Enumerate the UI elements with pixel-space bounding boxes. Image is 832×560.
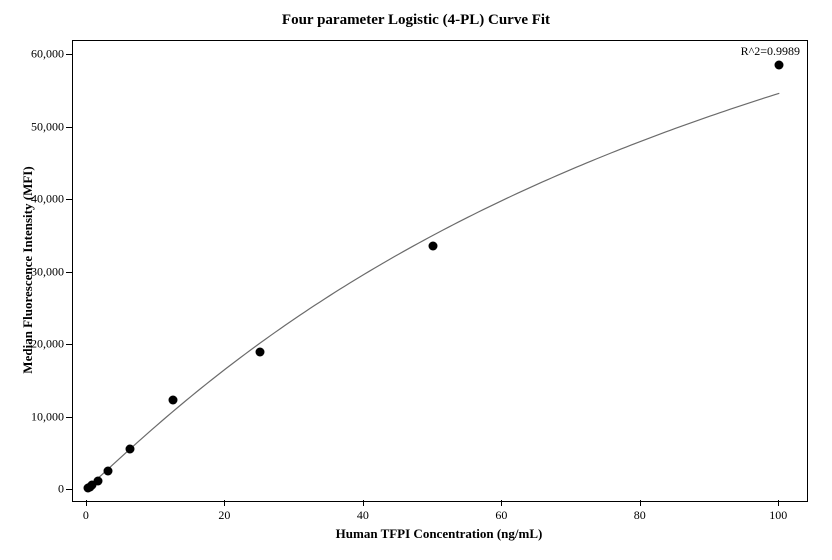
data-point: [169, 395, 178, 404]
y-tick-label: 50,000: [22, 119, 64, 134]
data-point: [255, 347, 264, 356]
y-tick-mark: [66, 127, 72, 128]
chart-container: Four parameter Logistic (4-PL) Curve Fit…: [0, 0, 832, 560]
x-tick-label: 100: [769, 508, 787, 523]
x-tick-mark: [86, 500, 87, 506]
x-tick-label: 0: [83, 508, 89, 523]
data-point: [93, 477, 102, 486]
x-tick-mark: [501, 500, 502, 506]
x-tick-mark: [363, 500, 364, 506]
data-point: [429, 242, 438, 251]
fit-curve-path: [88, 93, 780, 487]
data-point: [126, 444, 135, 453]
y-tick-label: 0: [22, 482, 64, 497]
y-tick-label: 60,000: [22, 47, 64, 62]
x-tick-label: 60: [495, 508, 507, 523]
data-point: [104, 466, 113, 475]
y-tick-mark: [66, 199, 72, 200]
y-tick-label: 40,000: [22, 192, 64, 207]
data-point: [775, 60, 784, 69]
x-tick-label: 40: [357, 508, 369, 523]
r-squared-annotation: R^2=0.9989: [741, 44, 800, 59]
x-tick-mark: [224, 500, 225, 506]
x-tick-label: 80: [634, 508, 646, 523]
y-tick-mark: [66, 489, 72, 490]
fit-curve: [73, 41, 807, 501]
x-tick-mark: [778, 500, 779, 506]
y-tick-label: 30,000: [22, 264, 64, 279]
x-tick-label: 20: [218, 508, 230, 523]
y-tick-mark: [66, 54, 72, 55]
x-axis-label: Human TFPI Concentration (ng/mL): [72, 526, 806, 542]
y-tick-label: 10,000: [22, 409, 64, 424]
y-tick-mark: [66, 272, 72, 273]
y-tick-label: 20,000: [22, 337, 64, 352]
plot-area: [72, 40, 808, 502]
chart-title: Four parameter Logistic (4-PL) Curve Fit: [0, 12, 832, 29]
y-tick-mark: [66, 417, 72, 418]
x-tick-mark: [640, 500, 641, 506]
y-tick-mark: [66, 344, 72, 345]
